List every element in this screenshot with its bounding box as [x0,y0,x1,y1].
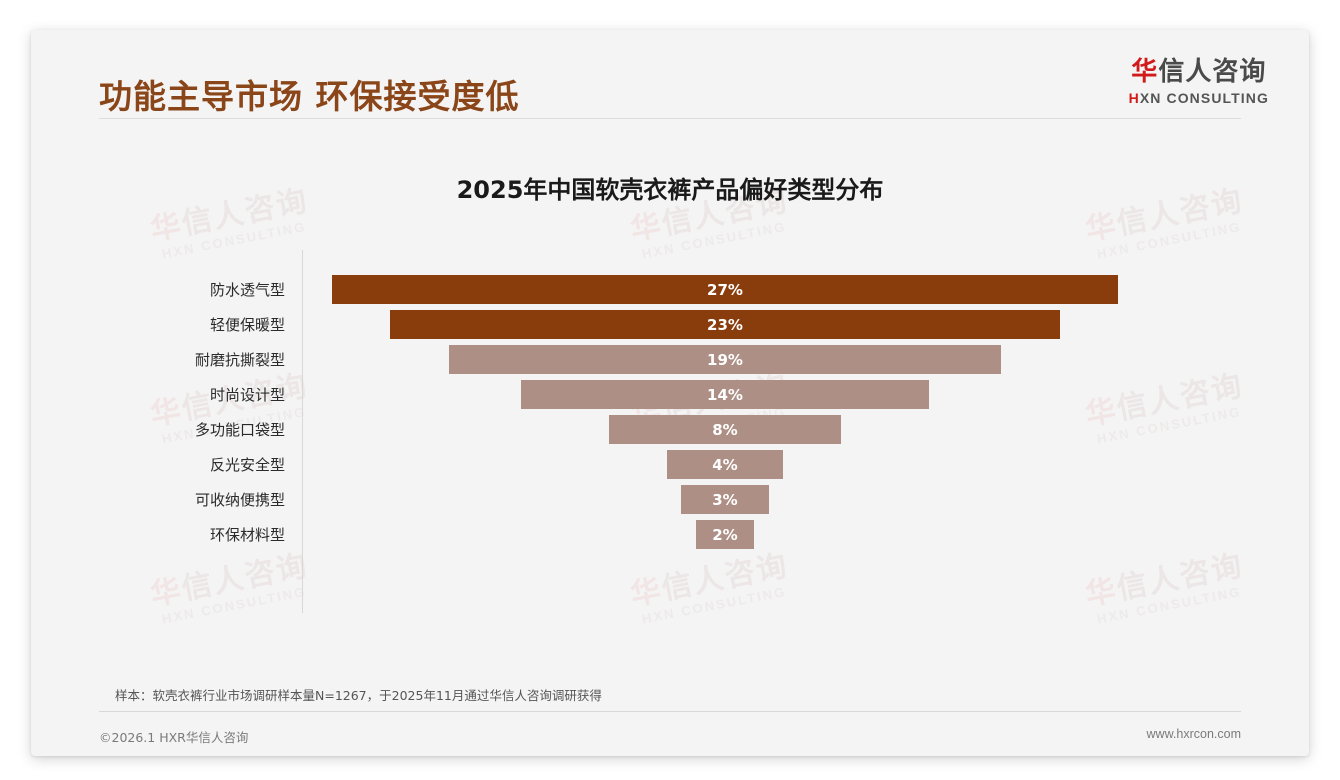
category-label: 防水透气型 [209,281,285,299]
logo-en-accent: H [1128,89,1140,106]
bar-row: 反光安全型 4% [31,448,1309,483]
header-divider [99,118,1241,119]
bar-value-label: 27% [707,280,743,299]
category-label: 时尚设计型 [209,386,285,404]
bar-track: 14% [302,378,1309,413]
logo-cn-rest: 信人咨询 [1158,57,1267,87]
bar-row: 可收纳便携型 3% [31,483,1309,518]
bar-value-label: 4% [712,455,738,474]
bar-track: 3% [302,483,1309,518]
category-label: 可收纳便携型 [194,491,285,509]
funnel-bar-chart: 防水透气型 27% 轻便保暖型 23% 耐磨抗撕裂型 19% 时尚设计型 14% 多功能口袋型 8… [31,225,1309,625]
bar[interactable]: 27% [332,275,1118,304]
category-label: 环保材料型 [209,526,285,544]
bar[interactable]: 8% [608,415,842,444]
bar-track: 8% [302,413,1309,448]
slide-card: 华信人咨询 HXN CONSULTING 华信人咨询 HXN CONSULTIN… [31,30,1309,756]
page-title: 功能主导市场 环保接受度低 [99,77,520,116]
bar-rows: 防水透气型 27% 轻便保暖型 23% 耐磨抗撕裂型 19% 时尚设计型 14% 多功能口袋型 8… [31,273,1309,553]
website-link[interactable]: www.hxrcon.com [1146,727,1241,741]
bar-value-label: 3% [712,490,738,509]
company-logo: 华信人咨询 HXN CONSULTING [1128,57,1269,106]
bar[interactable]: 3% [681,485,769,514]
bar-row: 多功能口袋型 8% [31,413,1309,448]
bar[interactable]: 23% [390,310,1060,339]
bar-row: 时尚设计型 14% [31,378,1309,413]
category-label: 轻便保暖型 [209,316,285,334]
bar-track: 4% [302,448,1309,483]
copyright-text: ©2026.1 HXR华信人咨询 [99,730,249,745]
bar-track: 19% [302,343,1309,378]
bar-value-label: 19% [707,350,743,369]
bar-track: 27% [302,273,1309,308]
bar[interactable]: 2% [695,520,755,549]
bar-value-label: 2% [712,525,738,544]
bar-value-label: 14% [707,385,743,404]
slide-footer: ©2026.1 HXR华信人咨询 www.hxrcon.com [31,718,1309,756]
bar[interactable]: 4% [666,450,784,479]
logo-en-rest: XN CONSULTING [1139,89,1269,106]
source-footnote: 样本：软壳衣裤行业市场调研样本量N=1267，于2025年11月通过华信人咨询调… [115,688,602,703]
bar-row: 耐磨抗撕裂型 19% [31,343,1309,378]
category-axis-line [302,250,303,613]
bar[interactable]: 14% [521,380,929,409]
bar-track: 2% [302,518,1309,553]
bar[interactable]: 19% [448,345,1002,374]
bar-row: 防水透气型 27% [31,273,1309,308]
footer-divider [99,711,1241,712]
category-label: 耐磨抗撕裂型 [194,351,285,369]
logo-cn-accent: 华 [1131,57,1159,87]
bar-value-label: 8% [712,420,738,439]
bar-row: 轻便保暖型 23% [31,308,1309,343]
chart-title: 2025年中国软壳衣裤产品偏好类型分布 [456,176,884,204]
category-label: 反光安全型 [209,456,285,474]
category-label: 多功能口袋型 [194,421,285,439]
slide-header: 功能主导市场 环保接受度低 华信人咨询 HXN CONSULTING [31,30,1309,120]
bar-row: 环保材料型 2% [31,518,1309,553]
bar-track: 23% [302,308,1309,343]
bar-value-label: 23% [707,315,743,334]
